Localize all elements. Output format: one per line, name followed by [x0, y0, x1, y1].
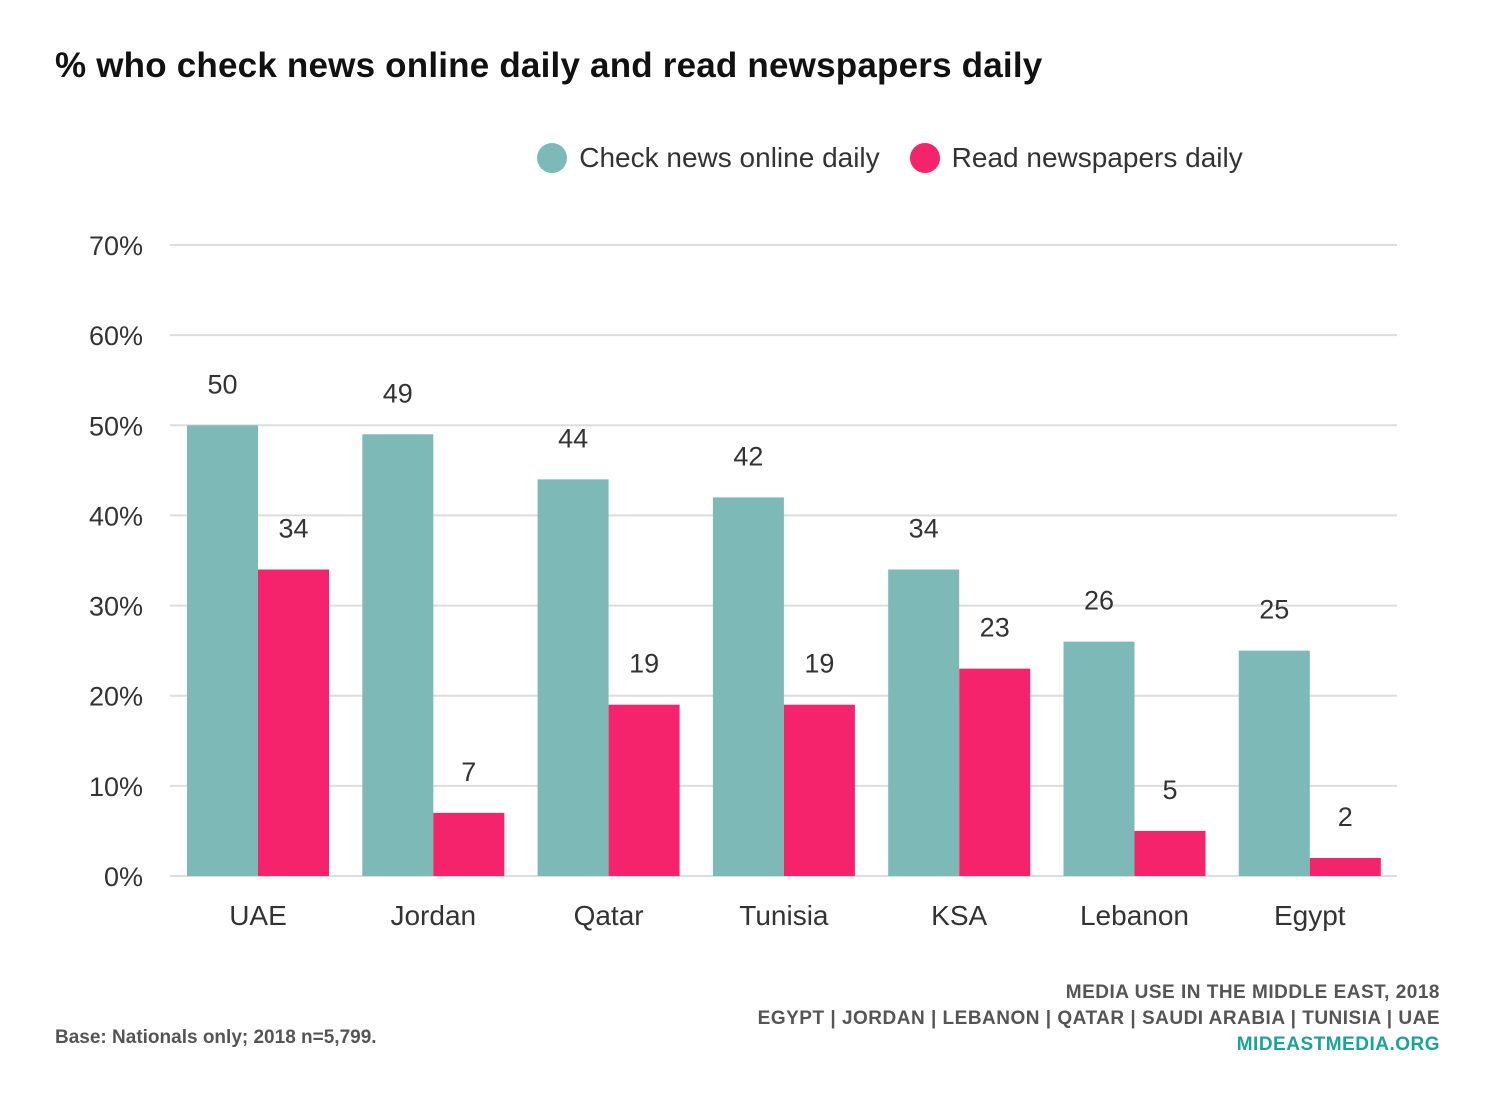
bar	[362, 434, 434, 876]
y-tick-label: 0%	[104, 862, 143, 892]
bar	[712, 497, 784, 876]
y-tick-label: 50%	[89, 411, 143, 441]
legend-swatch-online	[537, 143, 568, 173]
source-line-2: EGYPT | JORDAN | LEBANON | QATAR | SAUDI…	[757, 1008, 1440, 1029]
source-block: MEDIA USE IN THE MIDDLE EAST, 2018 EGYPT…	[758, 980, 1440, 1058]
data-label: 34	[909, 514, 939, 544]
bar	[187, 425, 258, 876]
data-label: 44	[558, 423, 588, 453]
data-label: 49	[383, 378, 413, 408]
bar	[1134, 830, 1206, 876]
bar	[888, 569, 960, 876]
y-tick-label: 40%	[89, 501, 143, 531]
x-tick-label: Jordan	[390, 900, 476, 931]
x-tick-label: KSA	[931, 900, 987, 931]
data-label: 19	[804, 649, 834, 679]
legend: Check news online daily Read newspapers …	[0, 142, 1500, 174]
bar	[537, 479, 609, 876]
x-tick-label: UAE	[229, 900, 287, 931]
x-tick-label: Egypt	[1274, 900, 1346, 931]
legend-swatch-newspaper	[909, 143, 940, 173]
base-note: Base: Nationals only; 2018 n=5,799.	[55, 1027, 377, 1048]
data-label: 23	[980, 613, 1010, 643]
data-label: 5	[1162, 775, 1177, 805]
data-label: 50	[207, 369, 237, 399]
legend-item-online: Check news online daily	[537, 142, 880, 174]
bar	[1063, 641, 1135, 876]
legend-item-newspaper: Read newspapers daily	[909, 142, 1243, 174]
y-tick-label: 60%	[89, 321, 143, 351]
y-tick-label: 70%	[89, 231, 143, 261]
bar	[433, 812, 505, 876]
bar	[608, 704, 680, 876]
data-label: 25	[1259, 595, 1289, 625]
data-label: 7	[461, 757, 476, 787]
data-label: 2	[1338, 802, 1353, 832]
x-tick-label: Qatar	[574, 900, 644, 931]
bar	[959, 668, 1031, 876]
legend-label-newspaper: Read newspapers daily	[951, 142, 1243, 173]
x-tick-label: Lebanon	[1080, 900, 1189, 931]
bar	[258, 569, 329, 876]
data-label: 42	[733, 441, 763, 471]
data-label: 19	[629, 649, 659, 679]
source-url: MIDEASTMEDIA.ORG	[1236, 1034, 1440, 1055]
bar	[1238, 650, 1310, 876]
y-tick-label: 10%	[89, 772, 143, 802]
bar	[783, 704, 855, 876]
legend-label-online: Check news online daily	[579, 142, 880, 173]
data-label: 34	[278, 514, 308, 544]
x-tick-label: Tunisia	[739, 900, 829, 931]
source-line-1: MEDIA USE IN THE MIDDLE EAST, 2018	[1065, 982, 1440, 1003]
y-tick-label: 30%	[89, 592, 143, 622]
chart-title: % who check news online daily and read n…	[55, 46, 1043, 85]
y-tick-label: 20%	[89, 682, 143, 712]
bar	[1309, 857, 1381, 876]
data-label: 26	[1084, 586, 1114, 616]
